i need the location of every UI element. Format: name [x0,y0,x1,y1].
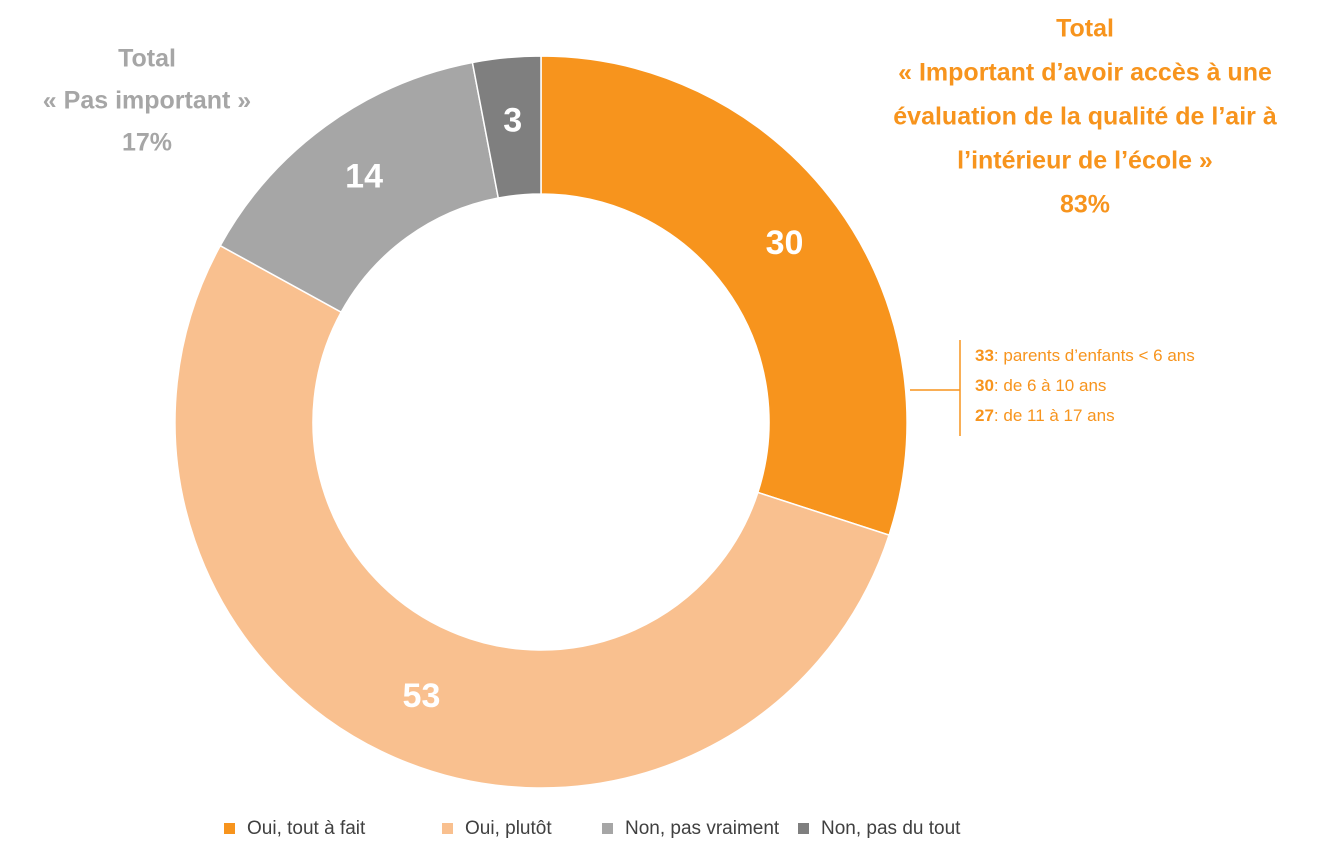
legend-label: Non, pas du tout [821,818,961,839]
donut-segment [540,55,908,537]
breakdown-line: 27: de 11 à 17 ans [975,406,1115,425]
donut-segment [219,61,500,314]
breakdown-text: : de 11 à 17 ans [994,406,1115,425]
donut-segment [471,55,542,199]
breakdown-value: 27 [975,406,994,425]
breakdown-text: : de 6 à 10 ans [994,376,1106,395]
annotation-line: « Pas important » [43,87,251,115]
breakdown-value: 33 [975,346,994,365]
breakdown-line: 33: parents d’enfants < 6 ans [975,346,1195,365]
annotation-line: Total [1056,15,1114,43]
breakdown-text: : parents d’enfants < 6 ans [994,346,1195,365]
annotation-line: 17% [122,129,172,157]
annotation-line: Total [118,45,176,73]
donut-segment [174,244,891,789]
annotation-line: 83% [1060,191,1110,219]
data-label: 14 [345,157,383,195]
legend-label: Oui, plutôt [465,818,552,839]
data-label: 53 [403,677,441,715]
legend-swatch [798,823,809,834]
legend-label: Oui, tout à fait [247,818,366,839]
legend-label: Non, pas vraiment [625,818,780,839]
data-label: 3 [503,101,522,139]
breakdown-line: 30: de 6 à 10 ans [975,376,1106,395]
breakdown-value: 30 [975,376,994,395]
annotation-line: « Important d’avoir accès à une [898,59,1272,87]
data-label: 30 [766,224,804,262]
annotation-line: l’intérieur de l’école » [957,147,1213,175]
legend-swatch [224,823,235,834]
legend-swatch [442,823,453,834]
annotation-line: évaluation de la qualité de l’air à [893,103,1277,131]
legend-swatch [602,823,613,834]
